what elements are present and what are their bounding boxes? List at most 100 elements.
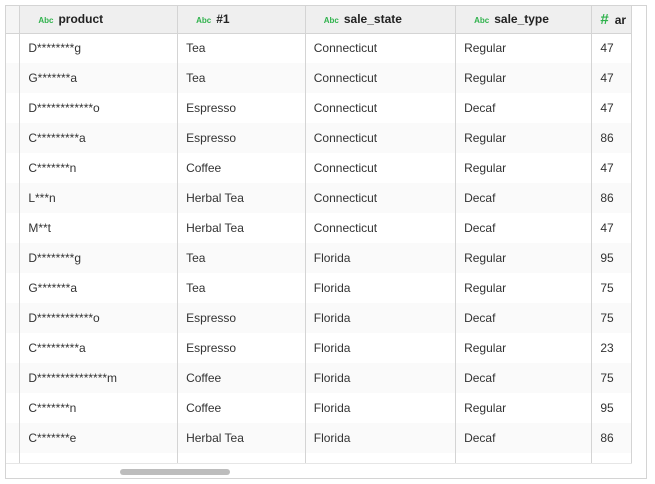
- cell-sale-type[interactable]: Decaf: [455, 423, 593, 453]
- table-row[interactable]: G*******a Tea Florida Regular 75: [6, 273, 632, 303]
- table-row[interactable]: D********g Tea Connecticut Regular 47: [6, 33, 632, 63]
- cell-product[interactable]: D********g: [19, 33, 179, 63]
- cell-product[interactable]: C*******e: [19, 423, 179, 453]
- cell-amount[interactable]: 47: [591, 153, 632, 183]
- cell-category[interactable]: Coffee: [177, 393, 306, 423]
- cell-product[interactable]: G*******a: [19, 63, 179, 93]
- table-row[interactable]: C*******n Coffee Florida Regular 95: [6, 393, 632, 423]
- horizontal-scrollbar[interactable]: [6, 463, 632, 478]
- cell-product[interactable]: D********g: [19, 243, 179, 273]
- cell-product[interactable]: M**t: [19, 213, 179, 243]
- cell-amount[interactable]: 95: [591, 393, 632, 423]
- cell-product[interactable]: C*******n: [19, 153, 179, 183]
- cell-category[interactable]: Espresso: [177, 303, 306, 333]
- cell-product[interactable]: L***n: [19, 453, 179, 464]
- cell-sale-type[interactable]: Decaf: [455, 303, 593, 333]
- cell-category[interactable]: Tea: [177, 33, 306, 63]
- table-row[interactable]: D***************m Coffee Florida Decaf 75: [6, 363, 632, 393]
- grid-viewport: Abc product Abc #1 Abc sale_state Abc sale_t…: [6, 6, 632, 464]
- cell-amount[interactable]: 86: [591, 123, 632, 153]
- table-row[interactable]: D************o Espresso Florida Decaf 75: [6, 303, 632, 333]
- row-gutter: [6, 333, 21, 363]
- cell-amount[interactable]: 75: [591, 273, 632, 303]
- table-row[interactable]: C*******e Herbal Tea Florida Decaf 86: [6, 423, 632, 453]
- cell-sale-type[interactable]: Regular: [455, 243, 593, 273]
- cell-sale-type[interactable]: Decaf: [455, 93, 593, 123]
- cell-sale-state[interactable]: Florida: [305, 273, 457, 303]
- column-header-sale-type[interactable]: Abc sale_type: [455, 6, 593, 34]
- cell-category[interactable]: Coffee: [177, 153, 306, 183]
- cell-amount[interactable]: 75: [591, 303, 632, 333]
- cell-amount[interactable]: 75: [591, 363, 632, 393]
- cell-sale-type[interactable]: Regular: [455, 123, 593, 153]
- cell-sale-state[interactable]: Florida: [305, 423, 457, 453]
- cell-sale-type[interactable]: Regular: [455, 333, 593, 363]
- cell-sale-state[interactable]: Florida: [305, 333, 457, 363]
- cell-category[interactable]: Tea: [177, 243, 306, 273]
- cell-amount[interactable]: 86: [591, 183, 632, 213]
- cell-sale-state[interactable]: Florida: [305, 303, 457, 333]
- column-header-product[interactable]: Abc product: [19, 6, 179, 34]
- column-header-sale-state[interactable]: Abc sale_state: [305, 6, 457, 34]
- cell-sale-type[interactable]: Regular: [455, 33, 593, 63]
- cell-sale-state[interactable]: Connecticut: [305, 93, 457, 123]
- cell-amount[interactable]: 47: [591, 93, 632, 123]
- table-row[interactable]: D************o Espresso Connecticut Decaf 47: [6, 93, 632, 123]
- cell-category[interactable]: Espresso: [177, 333, 306, 363]
- cell-product[interactable]: D************o: [19, 93, 179, 123]
- cell-sale-state[interactable]: Florida: [305, 243, 457, 273]
- cell-amount[interactable]: 95: [591, 243, 632, 273]
- cell-sale-type[interactable]: Regular: [455, 273, 593, 303]
- cell-category[interactable]: Herbal Tea: [177, 183, 306, 213]
- column-header-1[interactable]: Abc #1: [177, 6, 306, 34]
- cell-amount[interactable]: 47: [591, 63, 632, 93]
- cell-sale-state[interactable]: Florida: [305, 363, 457, 393]
- table-row[interactable]: G*******a Tea Connecticut Regular 47: [6, 63, 632, 93]
- cell-product[interactable]: L***n: [19, 183, 179, 213]
- table-row[interactable]: L***n Herbal Tea Connecticut Decaf 86: [6, 183, 632, 213]
- cell-sale-state[interactable]: Florida: [305, 393, 457, 423]
- cell-amount[interactable]: 86: [591, 453, 632, 464]
- cell-amount[interactable]: 86: [591, 423, 632, 453]
- cell-amount[interactable]: 47: [591, 33, 632, 63]
- cell-category[interactable]: Herbal Tea: [177, 423, 306, 453]
- table-row[interactable]: C*********a Espresso Florida Regular 23: [6, 333, 632, 363]
- cell-sale-type[interactable]: Decaf: [455, 453, 593, 464]
- cell-sale-state[interactable]: Connecticut: [305, 183, 457, 213]
- table-row[interactable]: M**t Herbal Tea Connecticut Decaf 47: [6, 213, 632, 243]
- cell-product[interactable]: D************o: [19, 303, 179, 333]
- cell-sale-state[interactable]: Connecticut: [305, 153, 457, 183]
- table-row[interactable]: C*********a Espresso Connecticut Regular 86: [6, 123, 632, 153]
- cell-product[interactable]: G*******a: [19, 273, 179, 303]
- horizontal-scrollbar-thumb[interactable]: [120, 469, 230, 475]
- table-row[interactable]: D********g Tea Florida Regular 95: [6, 243, 632, 273]
- cell-product[interactable]: D***************m: [19, 363, 179, 393]
- cell-amount[interactable]: 47: [591, 213, 632, 243]
- cell-product[interactable]: C*********a: [19, 123, 179, 153]
- cell-category[interactable]: Tea: [177, 63, 306, 93]
- row-gutter: [6, 393, 21, 423]
- column-header-amount[interactable]: # ar: [591, 6, 632, 34]
- cell-category[interactable]: Herbal Tea: [177, 453, 306, 464]
- cell-category[interactable]: Herbal Tea: [177, 213, 306, 243]
- cell-sale-state[interactable]: Connecticut: [305, 123, 457, 153]
- cell-category[interactable]: Tea: [177, 273, 306, 303]
- cell-sale-type[interactable]: Regular: [455, 63, 593, 93]
- cell-category[interactable]: Espresso: [177, 123, 306, 153]
- cell-sale-type[interactable]: Regular: [455, 153, 593, 183]
- cell-sale-type[interactable]: Decaf: [455, 213, 593, 243]
- cell-category[interactable]: Coffee: [177, 363, 306, 393]
- cell-sale-type[interactable]: Regular: [455, 393, 593, 423]
- cell-sale-state[interactable]: Florida: [305, 453, 457, 464]
- cell-sale-type[interactable]: Decaf: [455, 183, 593, 213]
- cell-sale-type[interactable]: Decaf: [455, 363, 593, 393]
- cell-category[interactable]: Espresso: [177, 93, 306, 123]
- cell-product[interactable]: C*********a: [19, 333, 179, 363]
- cell-amount[interactable]: 23: [591, 333, 632, 363]
- cell-sale-state[interactable]: Connecticut: [305, 63, 457, 93]
- cell-sale-state[interactable]: Connecticut: [305, 33, 457, 63]
- table-row[interactable]: C*******n Coffee Connecticut Regular 47: [6, 153, 632, 183]
- cell-sale-state[interactable]: Connecticut: [305, 213, 457, 243]
- cell-product[interactable]: C*******n: [19, 393, 179, 423]
